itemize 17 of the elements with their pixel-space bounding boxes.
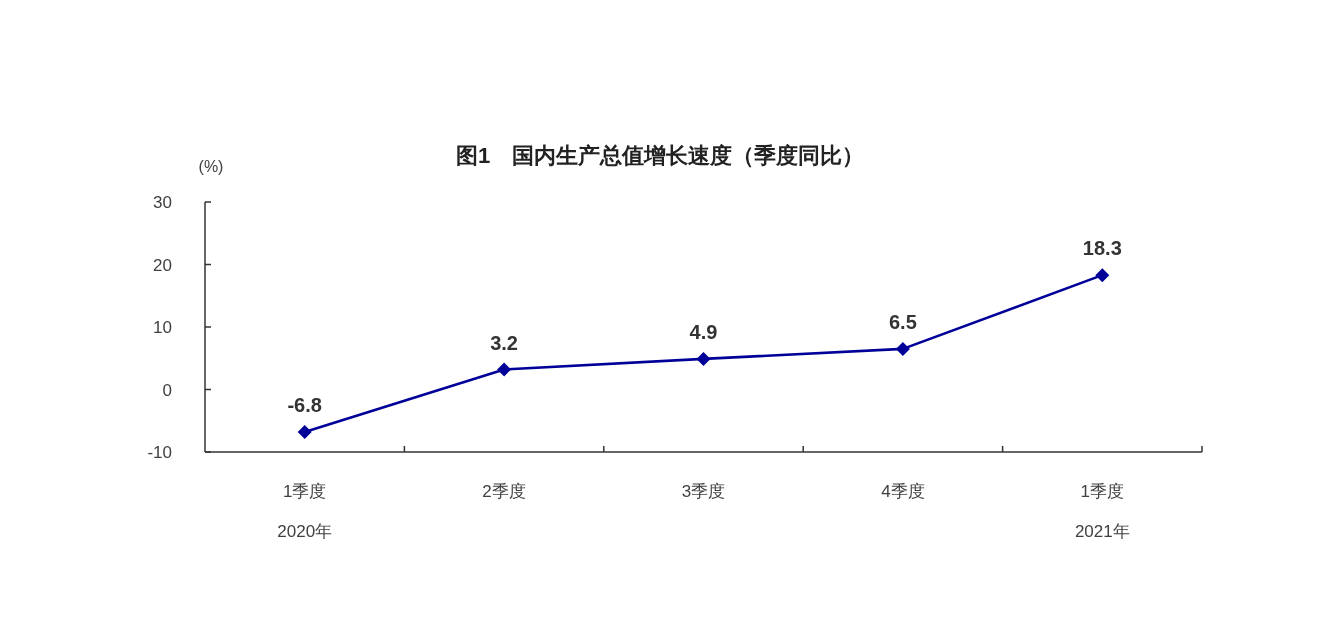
data-label: 18.3 — [1082, 237, 1122, 260]
x-tick-label: 3季度 — [681, 482, 726, 501]
y-tick-label: 20 — [153, 255, 172, 275]
data-label: 6.5 — [889, 310, 917, 333]
ylabel: (%) — [198, 158, 224, 175]
data-label: 4.9 — [689, 320, 718, 343]
y-tick-label: 30 — [153, 193, 172, 212]
x-tick-label: 1季度 2021年 — [1074, 482, 1130, 541]
y-tick-label: -10 — [147, 443, 172, 462]
x-tick-label: 2季度 — [482, 482, 526, 501]
data-label: -6.8 — [287, 394, 322, 416]
y-tick-label: 0 — [162, 380, 172, 400]
x-tick-label: 4季度 — [881, 482, 925, 501]
y-tick-label: 10 — [153, 318, 172, 337]
x-tick-label: 1季度 2020年 — [277, 482, 333, 541]
data-label: 3.2 — [490, 331, 518, 354]
title: 图1 国内生产总值增长速度（季度同比） — [455, 143, 865, 168]
